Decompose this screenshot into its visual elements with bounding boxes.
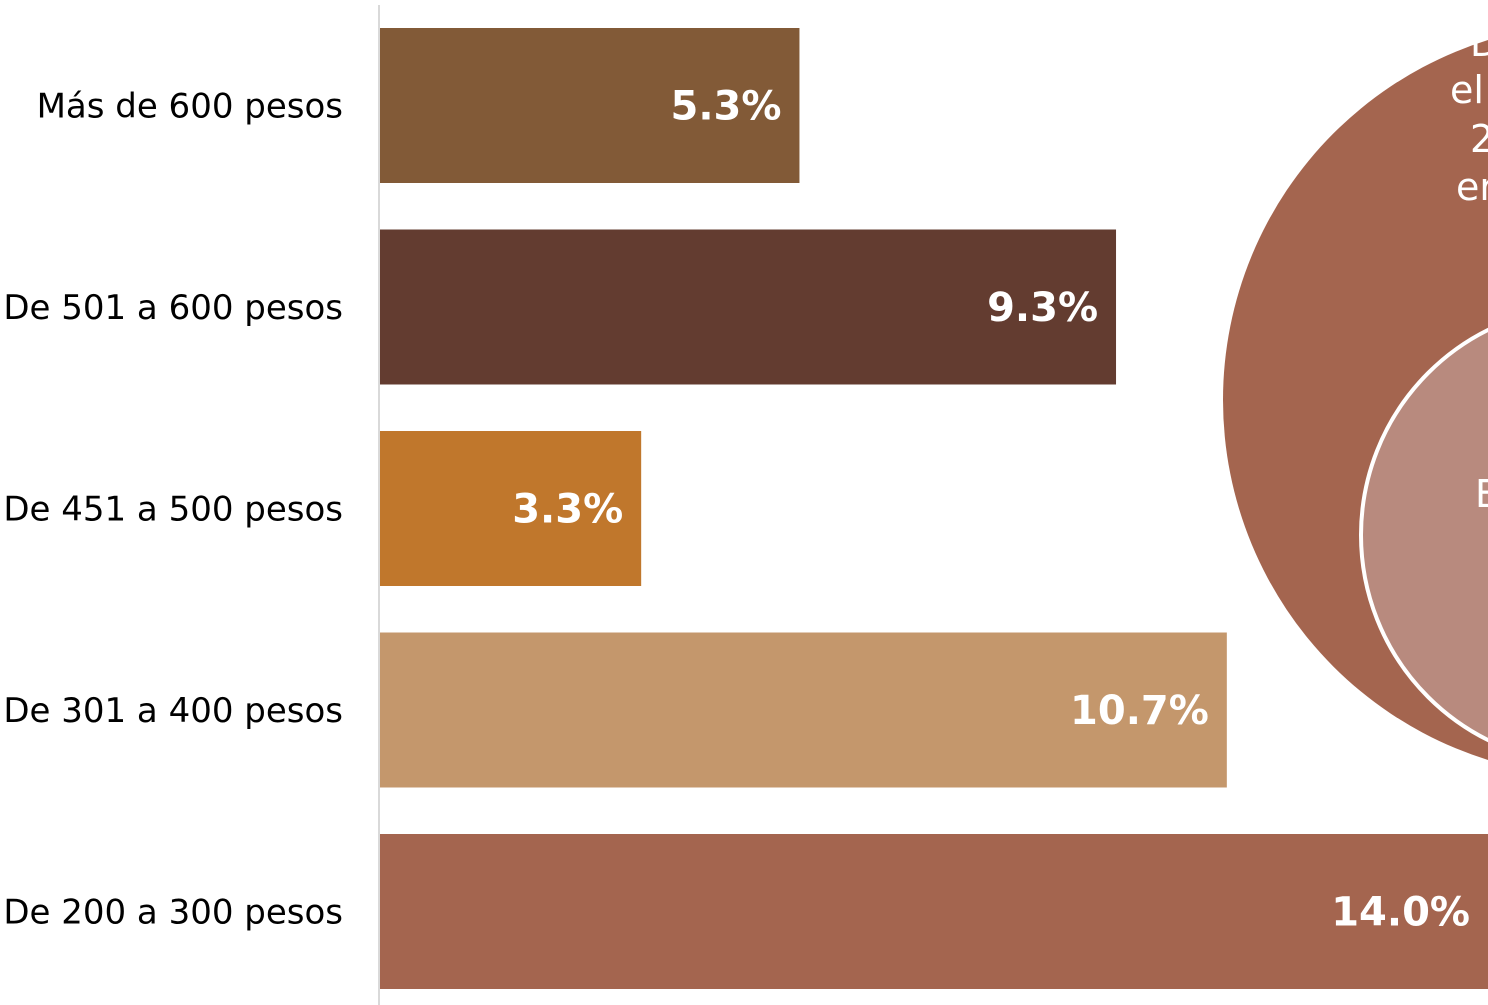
outer-circle-line-2: el	[1450, 68, 1484, 112]
bar-5	[380, 834, 1488, 989]
bar-3	[380, 431, 642, 586]
inner-circle-line-1: E	[1475, 472, 1488, 516]
callout-circles: D el 2 er E	[1223, 21, 1488, 760]
value-label-5: 14.0%	[1331, 890, 1470, 936]
bar-1	[380, 28, 800, 183]
bars-group: Más de 600 pesos 5.3% De 501 a 600 pesos 9.…	[3, 28, 1488, 989]
category-label-1: Más de 600 pesos	[37, 87, 343, 127]
value-label-1: 5.3%	[671, 84, 782, 130]
category-label-2: De 501 a 600 pesos	[3, 288, 343, 328]
inner-circle	[1359, 327, 1488, 743]
outer-circle-line-1: D	[1470, 21, 1488, 65]
category-label-4: De 301 a 400 pesos	[3, 691, 343, 731]
outer-circle-line-3: 2	[1470, 117, 1488, 161]
value-label-4: 10.7%	[1070, 688, 1209, 734]
category-label-3: De 451 a 500 pesos	[3, 490, 343, 530]
bar-2	[380, 229, 1117, 385]
value-label-2: 9.3%	[987, 285, 1098, 331]
bar-4	[380, 632, 1227, 788]
outer-circle-line-4: er	[1456, 165, 1488, 209]
category-label-5: De 200 a 300 pesos	[3, 893, 343, 933]
value-label-3: 3.3%	[512, 487, 623, 533]
